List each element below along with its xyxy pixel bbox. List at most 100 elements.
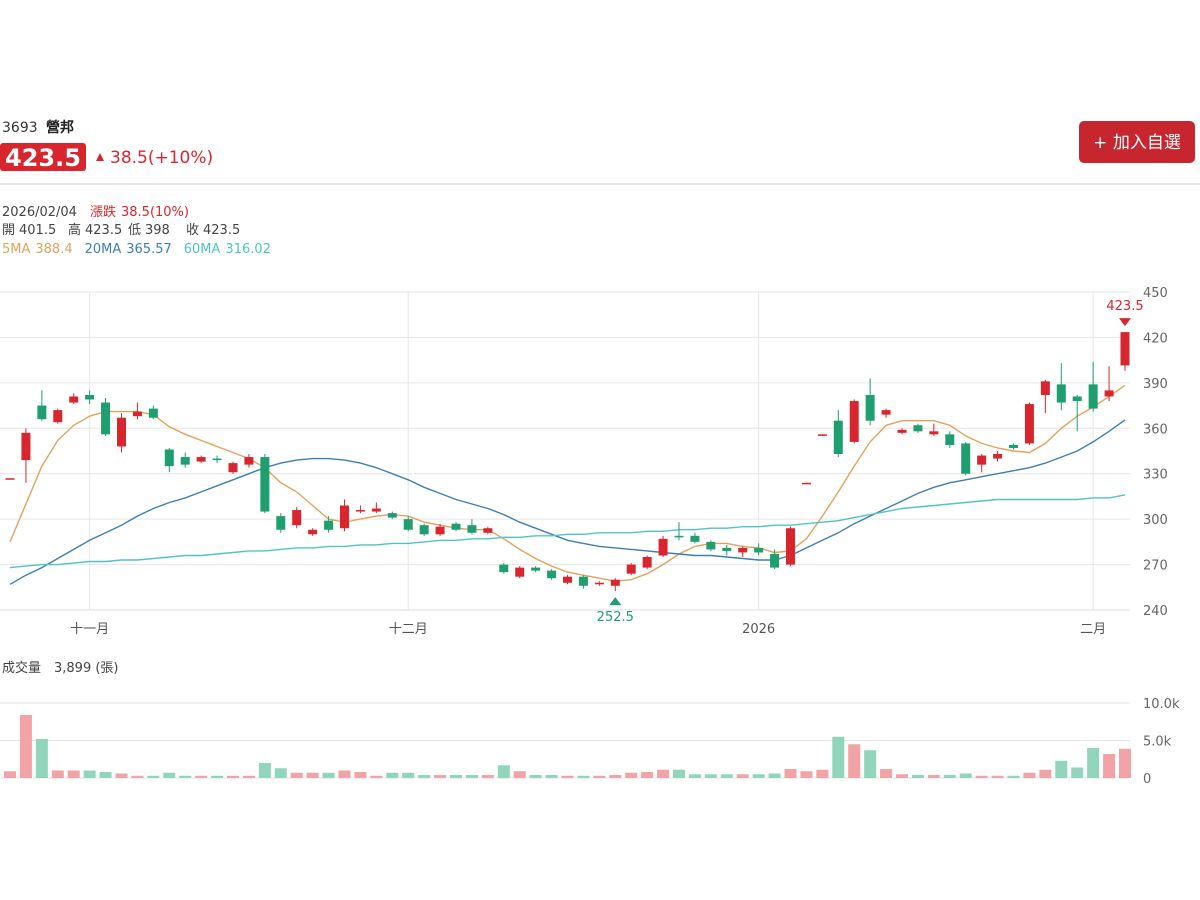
volume-bar	[752, 774, 765, 778]
ma-legend-value: 388.4	[35, 242, 72, 257]
volume-bar	[927, 775, 940, 778]
candle-body	[196, 457, 206, 462]
candle-body	[260, 457, 270, 512]
min-label: 252.5	[597, 610, 634, 625]
volume-bar	[19, 715, 32, 778]
volume-bar	[577, 775, 590, 778]
volume-bar	[1071, 767, 1084, 778]
max-marker	[1119, 318, 1131, 327]
candle-body	[897, 429, 907, 433]
volume-bar	[1103, 754, 1116, 778]
volume-bar	[943, 775, 956, 778]
candle-body	[387, 513, 397, 518]
add-watchlist-button[interactable]	[1079, 121, 1195, 163]
candle-body	[1072, 396, 1082, 402]
volume-bar	[115, 773, 128, 778]
volume-bar	[227, 775, 239, 778]
candle-body	[37, 405, 47, 420]
candle-body	[754, 547, 764, 553]
volume-bar	[131, 775, 144, 778]
candle-body	[5, 478, 15, 480]
candle-body	[21, 432, 31, 461]
volume-bar	[736, 774, 749, 778]
candle-body	[913, 425, 923, 432]
volume-bar	[4, 771, 16, 778]
volume-bar	[561, 775, 574, 778]
candle-body	[1056, 384, 1066, 403]
candle-body	[961, 443, 971, 474]
y-tick-label: 420	[1143, 331, 1168, 346]
candle-body	[451, 523, 461, 530]
candle-body	[674, 535, 684, 538]
volume-bar	[1087, 748, 1100, 778]
ma-legend-name: 60MA	[184, 242, 221, 257]
candle-body	[1040, 381, 1050, 395]
candle-body	[132, 411, 142, 417]
volume-current: 3,899 (張)	[54, 661, 119, 676]
info-change-label: 漲跌	[90, 204, 116, 220]
volume-bar	[1055, 760, 1068, 778]
y-tick-label: 240	[1143, 604, 1168, 619]
volume-bar	[338, 770, 351, 778]
max-label: 423.5	[1106, 299, 1143, 314]
volume-bar	[704, 774, 717, 778]
volume-bar	[609, 775, 622, 778]
candle-body	[642, 557, 652, 568]
volume-bar	[163, 772, 176, 778]
volume-bar	[911, 775, 924, 778]
candle-body	[308, 529, 318, 535]
info-low: 398	[145, 223, 170, 238]
volume-bar	[991, 775, 1004, 778]
candle-body	[626, 564, 636, 574]
volume-bar	[147, 775, 160, 778]
volume-bar	[481, 775, 494, 778]
volume-bar	[195, 775, 208, 778]
add-watchlist-label[interactable]: + 加入自選	[1093, 133, 1181, 153]
volume-bar	[688, 774, 701, 778]
candle-body	[403, 519, 413, 530]
stock-code: 3693	[2, 120, 38, 136]
y-tick-label: 450	[1143, 286, 1168, 301]
volume-bar	[880, 769, 893, 778]
info-change: 38.5(10%)	[121, 205, 189, 220]
volume-bar	[1119, 748, 1131, 778]
y-tick-label: 390	[1143, 377, 1168, 392]
y-tick-label: 270	[1143, 559, 1168, 574]
volume-bar	[258, 763, 271, 778]
x-tick-label: 二月	[1080, 622, 1106, 637]
volume-bar	[959, 773, 972, 778]
ma-legend-value: 316.02	[225, 242, 271, 257]
candle-body	[738, 547, 748, 553]
candle-body	[228, 463, 238, 473]
candle-body	[276, 516, 286, 530]
volume-bar	[370, 775, 383, 778]
volume-bar	[896, 774, 908, 778]
candle-body	[180, 457, 190, 465]
volume-bar	[51, 770, 64, 778]
volume-bar	[975, 775, 988, 778]
volume-bar	[497, 765, 510, 778]
volume-bar	[1039, 769, 1052, 778]
info-low-label: 低	[128, 223, 141, 238]
candle-body	[355, 510, 365, 512]
candle-body	[164, 449, 174, 467]
volume-bar	[386, 772, 399, 778]
stock-name: 營邦	[46, 119, 74, 136]
ma-line	[9, 494, 1126, 569]
volume-bar	[593, 775, 606, 778]
candle-body	[849, 401, 859, 442]
volume-bar	[83, 770, 96, 778]
y-tick-label: 0	[1143, 772, 1151, 787]
volume-bar	[625, 772, 638, 778]
volume-bar	[545, 775, 558, 778]
candle-body	[101, 402, 111, 435]
volume-bar	[434, 775, 447, 778]
candle-body	[977, 455, 987, 465]
y-tick-label: 360	[1143, 422, 1168, 437]
info-high: 423.5	[85, 223, 122, 238]
candle-body	[833, 420, 843, 455]
volume-bar	[99, 772, 112, 778]
candle-body	[817, 434, 827, 436]
volume-bar	[402, 772, 415, 778]
